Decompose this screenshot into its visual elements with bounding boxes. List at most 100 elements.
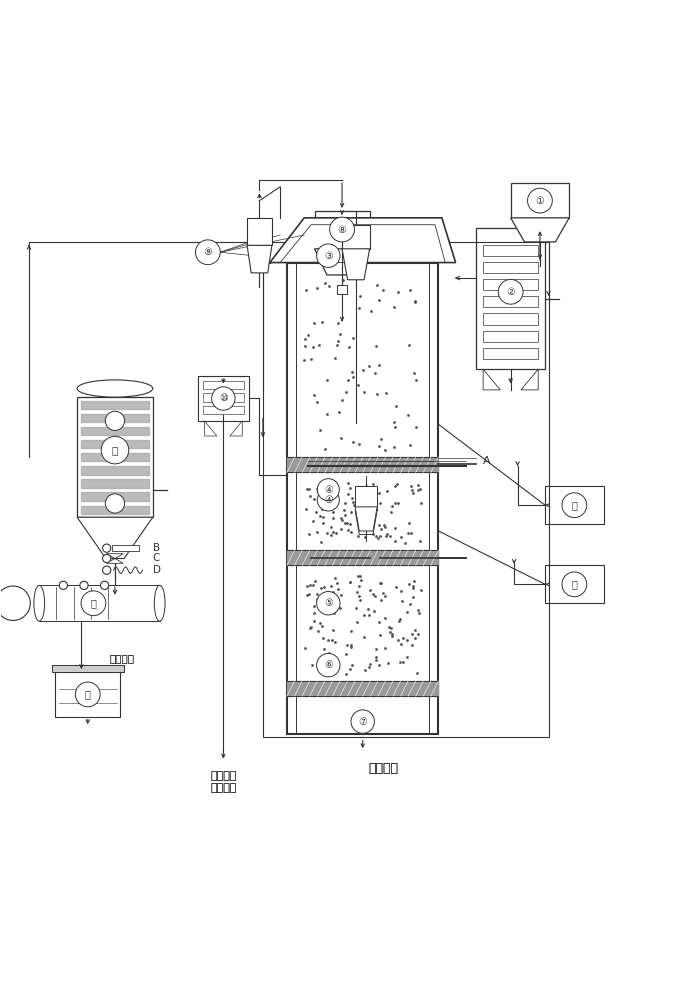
Polygon shape <box>77 517 153 558</box>
Bar <box>55 672 120 717</box>
Polygon shape <box>511 218 569 242</box>
Circle shape <box>211 387 235 410</box>
Bar <box>337 285 347 294</box>
Bar <box>39 585 160 621</box>
Bar <box>296 263 430 734</box>
Text: ⑭: ⑭ <box>571 579 577 589</box>
Bar <box>203 393 244 402</box>
Polygon shape <box>247 245 272 273</box>
Polygon shape <box>314 249 370 275</box>
Ellipse shape <box>34 585 45 621</box>
Text: A: A <box>483 456 491 466</box>
Text: ⑫: ⑫ <box>91 598 96 608</box>
Circle shape <box>102 554 111 563</box>
Text: ①: ① <box>536 196 545 206</box>
Bar <box>483 331 538 342</box>
Bar <box>314 211 370 249</box>
Text: ③: ③ <box>324 251 332 261</box>
Circle shape <box>75 682 100 707</box>
Polygon shape <box>81 440 149 448</box>
Ellipse shape <box>77 380 153 397</box>
Text: 冷却水出: 冷却水出 <box>109 653 134 663</box>
Circle shape <box>0 586 30 620</box>
Circle shape <box>316 592 340 615</box>
Polygon shape <box>287 681 438 696</box>
Bar <box>545 565 603 603</box>
Circle shape <box>498 279 523 304</box>
Circle shape <box>196 240 220 265</box>
Bar <box>545 486 603 524</box>
Polygon shape <box>355 507 377 531</box>
Bar <box>483 262 538 273</box>
Bar <box>511 183 569 218</box>
Text: D: D <box>153 565 161 575</box>
Bar <box>483 313 538 325</box>
Text: ⑧: ⑧ <box>338 225 346 235</box>
Text: 循环乏气: 循环乏气 <box>368 762 398 775</box>
Bar <box>263 242 549 737</box>
Text: ②: ② <box>507 287 515 297</box>
Bar <box>111 545 139 551</box>
Circle shape <box>105 494 124 513</box>
Polygon shape <box>81 453 149 461</box>
Bar <box>203 406 244 414</box>
Circle shape <box>80 581 88 589</box>
Circle shape <box>562 493 587 518</box>
Bar <box>483 348 538 359</box>
Bar <box>287 263 438 734</box>
Bar <box>355 490 377 510</box>
Circle shape <box>81 591 106 616</box>
Bar <box>483 296 538 307</box>
Circle shape <box>317 479 339 501</box>
Polygon shape <box>81 401 149 409</box>
Bar <box>77 397 153 517</box>
Polygon shape <box>287 550 438 565</box>
Bar <box>52 665 124 672</box>
Circle shape <box>562 572 587 597</box>
Text: ⑨: ⑨ <box>203 247 212 257</box>
Polygon shape <box>106 554 123 563</box>
Polygon shape <box>269 218 455 263</box>
Circle shape <box>59 581 68 589</box>
Circle shape <box>102 566 111 574</box>
Polygon shape <box>81 506 149 514</box>
Bar <box>203 381 244 389</box>
Text: B: B <box>153 543 160 553</box>
Text: ⑩: ⑩ <box>219 393 228 403</box>
Text: C: C <box>153 553 160 563</box>
Text: ⑮: ⑮ <box>571 500 577 510</box>
Text: 循环乏气: 循环乏气 <box>368 762 398 775</box>
Text: ④: ④ <box>324 495 332 505</box>
Polygon shape <box>81 492 149 501</box>
Circle shape <box>316 653 340 677</box>
Bar <box>483 245 538 256</box>
Text: ⑦: ⑦ <box>359 717 367 727</box>
Bar <box>342 225 370 249</box>
Text: ⑬: ⑬ <box>85 689 91 699</box>
Text: 进入烟气
净化系统: 进入烟气 净化系统 <box>210 771 236 793</box>
Text: 进入烟气
净化系统: 进入烟气 净化系统 <box>210 771 236 793</box>
Text: ⑪: ⑪ <box>112 445 118 455</box>
Polygon shape <box>287 457 438 472</box>
Text: ④: ④ <box>324 485 332 495</box>
Circle shape <box>351 710 375 733</box>
Polygon shape <box>355 510 377 534</box>
Circle shape <box>330 217 354 242</box>
Polygon shape <box>81 479 149 488</box>
Text: ⑥: ⑥ <box>324 660 332 670</box>
Bar <box>355 486 377 507</box>
Text: ⑤: ⑤ <box>324 598 332 608</box>
Bar <box>198 376 249 421</box>
Polygon shape <box>81 466 149 475</box>
Circle shape <box>317 489 339 511</box>
Polygon shape <box>342 249 370 280</box>
Circle shape <box>100 581 108 589</box>
Polygon shape <box>81 414 149 422</box>
Bar <box>483 279 538 290</box>
Bar <box>247 218 272 245</box>
Circle shape <box>101 436 129 464</box>
Circle shape <box>102 544 111 552</box>
Circle shape <box>527 188 552 213</box>
Polygon shape <box>81 427 149 435</box>
Text: 冷却水出: 冷却水出 <box>109 653 134 663</box>
